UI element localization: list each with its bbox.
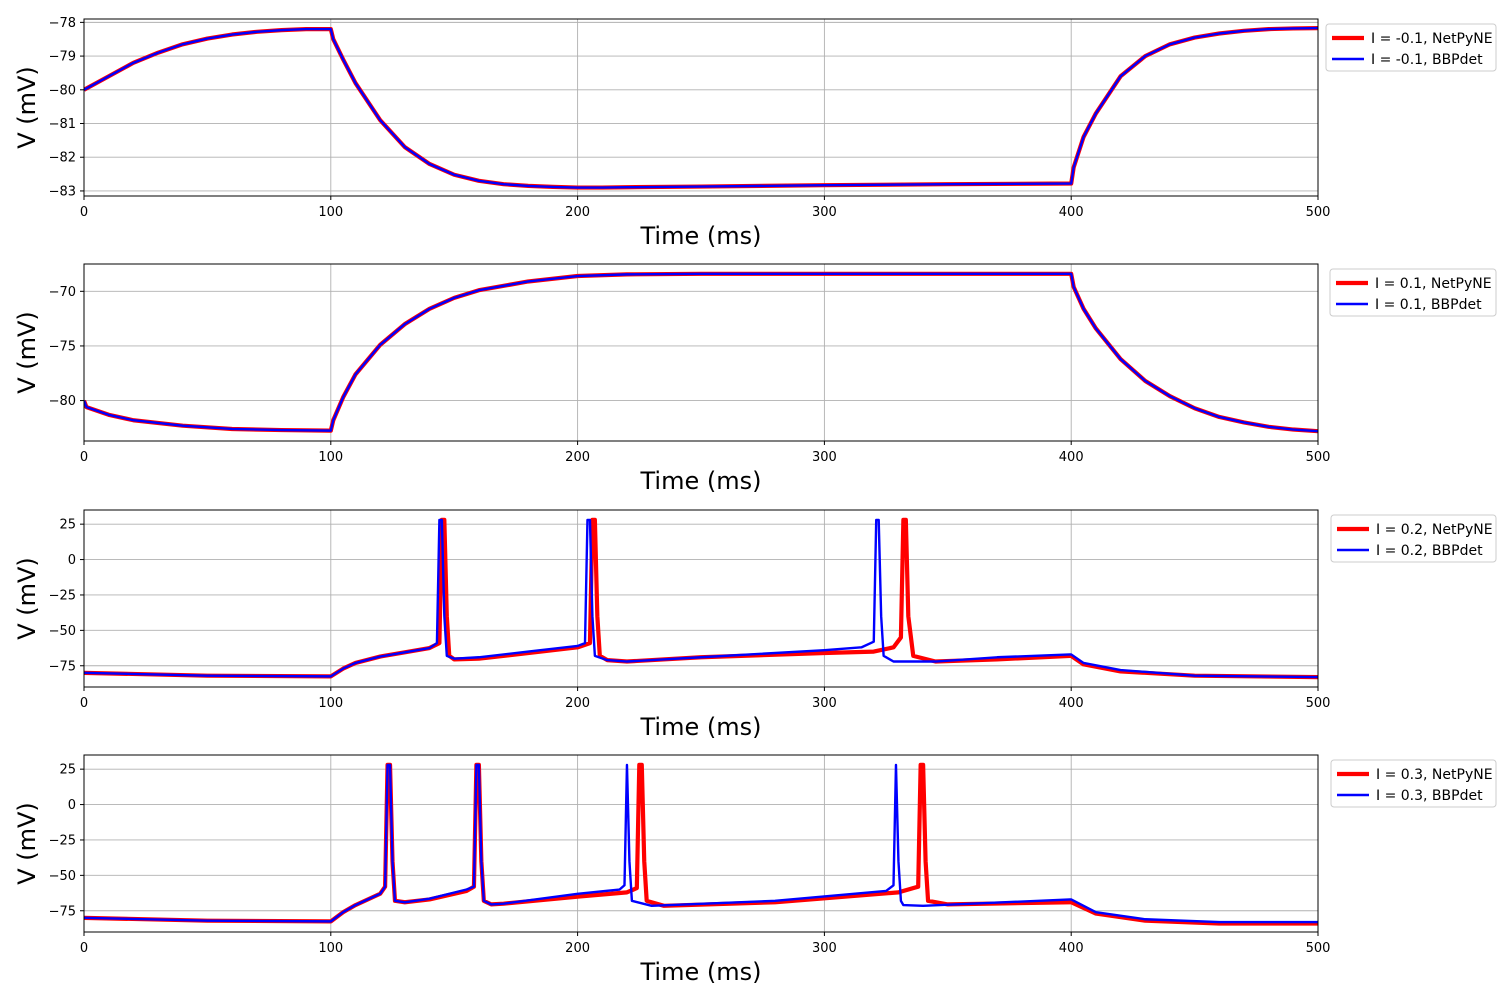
x-tick-label: 500 <box>1306 941 1331 956</box>
x-tick-label: 0 <box>80 696 88 711</box>
series-line-netpyne <box>84 26 1318 190</box>
legend-frame <box>1330 514 1497 563</box>
subplot-4: 0 100 200 300 400 500 −75 −50 −25 0 25 Time (ms) V (… <box>13 754 1497 986</box>
legend-entry: I = 0.3, BBPdet <box>1376 788 1483 804</box>
subplot-2: 0 100 200 300 400 500 −80 −75 −70 Time (ms) V (mV)… <box>13 263 1497 495</box>
x-tick-label: 300 <box>812 205 837 220</box>
x-axis-label: Time (ms) <box>640 958 762 986</box>
series-line-netpyne <box>84 271 1318 434</box>
y-axis-label: V (mV) <box>13 802 41 885</box>
axes-frame <box>83 263 1319 442</box>
legend-entry: I = -0.1, BBPdet <box>1371 52 1483 68</box>
y-tick-label: −82 <box>49 151 76 166</box>
series-line-bbpdet <box>84 272 1318 433</box>
y-tick-label: −78 <box>49 16 76 31</box>
y-axis-label: V (mV) <box>13 557 41 640</box>
subplot-3: 0 100 200 300 400 500 −75 −50 −25 0 25 Time (ms) V (… <box>13 509 1497 741</box>
y-tick-label: −83 <box>49 184 76 199</box>
y-tick-label: −75 <box>49 659 76 674</box>
legend-frame <box>1329 268 1497 317</box>
y-tick-label: −50 <box>49 624 76 639</box>
x-axis-label: Time (ms) <box>640 713 762 741</box>
x-tick-label: 300 <box>812 941 837 956</box>
legend: I = -0.1, NetPyNE I = -0.1, BBPdet <box>1325 23 1497 72</box>
x-tick-label: 300 <box>812 696 837 711</box>
legend-entry: I = 0.1, BBPdet <box>1375 297 1482 313</box>
x-tick-label: 500 <box>1306 205 1331 220</box>
x-tick-label: 0 <box>80 205 88 220</box>
x-tick-label: 100 <box>318 205 343 220</box>
legend-entry: I = 0.3, NetPyNE <box>1376 767 1493 783</box>
legend: I = 0.3, NetPyNE I = 0.3, BBPdet <box>1330 759 1497 808</box>
y-tick-label: −79 <box>49 50 76 65</box>
legend-entry: I = -0.1, NetPyNE <box>1371 31 1493 47</box>
x-tick-label: 200 <box>565 205 590 220</box>
y-tick-label: 25 <box>59 518 76 533</box>
subplot-1: 0 100 200 300 400 500 −83 −82 −81 −80 −79 −78 Time (… <box>13 16 1497 250</box>
legend: I = 0.2, NetPyNE I = 0.2, BBPdet <box>1330 514 1497 563</box>
y-tick-label: 0 <box>68 553 76 568</box>
x-tick-label: 0 <box>80 941 88 956</box>
y-tick-label: −25 <box>49 588 76 603</box>
x-tick-label: 100 <box>318 696 343 711</box>
legend-entry: I = 0.1, NetPyNE <box>1375 276 1492 292</box>
x-tick-label: 400 <box>1059 941 1084 956</box>
axes-frame <box>83 18 1319 197</box>
y-tick-label: −80 <box>49 83 76 98</box>
x-tick-label: 100 <box>318 941 343 956</box>
x-tick-label: 0 <box>80 450 88 465</box>
series-line-netpyne <box>84 762 1318 926</box>
legend-frame <box>1330 759 1497 808</box>
legend: I = 0.1, NetPyNE I = 0.1, BBPdet <box>1329 268 1497 317</box>
legend-entry: I = 0.2, NetPyNE <box>1376 522 1493 538</box>
x-tick-label: 500 <box>1306 450 1331 465</box>
y-tick-label: −50 <box>49 869 76 884</box>
x-axis-label: Time (ms) <box>640 467 762 495</box>
y-tick-label: −81 <box>49 117 76 132</box>
y-tick-label: −75 <box>49 904 76 919</box>
x-tick-label: 400 <box>1059 696 1084 711</box>
y-tick-label: 25 <box>59 763 76 778</box>
legend-entry: I = 0.2, BBPdet <box>1376 543 1483 559</box>
series-line-bbpdet <box>84 763 1318 924</box>
y-tick-label: −80 <box>49 394 76 409</box>
y-tick-label: −75 <box>49 339 76 354</box>
y-axis-label: V (mV) <box>13 66 41 149</box>
x-axis-label: Time (ms) <box>640 222 762 250</box>
x-tick-label: 100 <box>318 450 343 465</box>
x-tick-label: 500 <box>1306 696 1331 711</box>
series-line-bbpdet <box>84 26 1318 189</box>
x-tick-label: 200 <box>565 941 590 956</box>
y-axis-label: V (mV) <box>13 311 41 394</box>
x-tick-label: 400 <box>1059 450 1084 465</box>
axes-frame <box>83 509 1319 688</box>
y-tick-label: −70 <box>49 285 76 300</box>
x-tick-label: 200 <box>565 696 590 711</box>
x-tick-label: 300 <box>812 450 837 465</box>
series-line-bbpdet <box>84 518 1318 679</box>
series-line-netpyne <box>84 517 1318 680</box>
axes-frame <box>83 754 1319 933</box>
y-tick-label: 0 <box>68 798 76 813</box>
legend-frame <box>1325 23 1497 72</box>
y-tick-label: −25 <box>49 833 76 848</box>
x-tick-label: 200 <box>565 450 590 465</box>
x-tick-label: 400 <box>1059 205 1084 220</box>
